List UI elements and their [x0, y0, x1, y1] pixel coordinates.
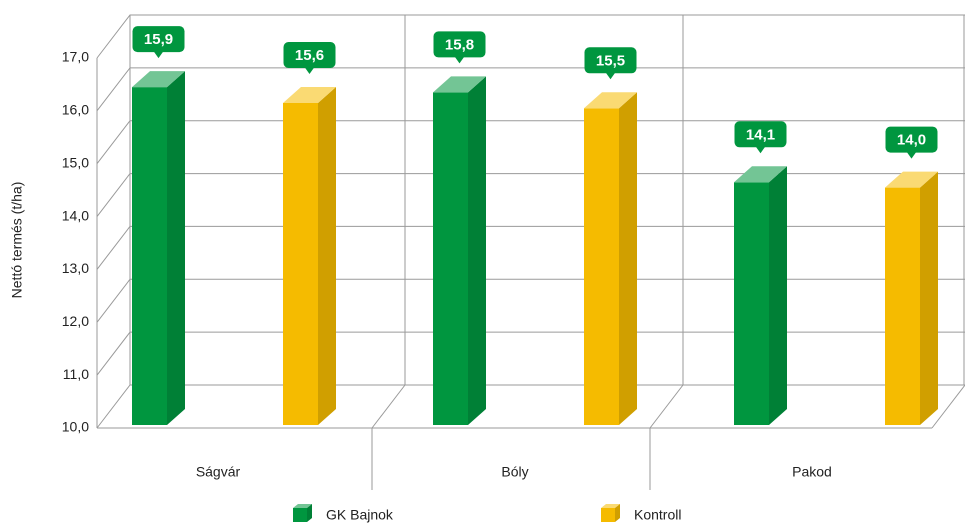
value-label-pointer — [153, 51, 164, 59]
bar-front — [584, 108, 619, 426]
legend-swatch-side — [307, 504, 312, 522]
bar-front — [132, 87, 167, 426]
y-tick-label: 17,0 — [62, 49, 89, 65]
y-axis-label: Nettó termés (t/ha) — [9, 182, 25, 299]
value-label-bg — [584, 47, 637, 74]
bar-side — [769, 166, 787, 426]
value-label-bg — [283, 42, 336, 68]
value-label: 15,5 — [596, 52, 625, 69]
value-label-bg — [433, 31, 486, 58]
bar-front — [433, 92, 468, 425]
legend-swatch — [293, 508, 307, 522]
grid-line — [96, 120, 965, 165]
value-label-pointer — [304, 67, 315, 74]
grid-line — [96, 14, 965, 59]
legend-label: Kontroll — [634, 507, 681, 523]
legend-swatch-top — [293, 504, 312, 508]
bar — [885, 171, 938, 425]
grid-line — [96, 225, 965, 270]
x-tick-label: Pakod — [792, 464, 832, 480]
value-label: 14,1 — [746, 126, 775, 143]
group-divider — [649, 384, 684, 429]
grid-line — [96, 331, 965, 376]
value-label-bg — [885, 126, 938, 153]
value-label: 15,8 — [445, 36, 474, 53]
y-tick-label: 13,0 — [62, 260, 89, 276]
bar-top — [885, 171, 938, 188]
value-label: 15,6 — [295, 47, 324, 64]
bar-top — [734, 166, 787, 183]
y-tick-label: 12,0 — [62, 313, 89, 329]
y-tick-label: 15,0 — [62, 154, 89, 170]
value-label: 14,0 — [897, 132, 926, 149]
y-tick-label: 16,0 — [62, 102, 89, 118]
value-label-pointer — [605, 72, 616, 80]
bar-side — [619, 92, 637, 426]
bar-side — [318, 87, 336, 425]
bar-top — [283, 87, 336, 103]
grid-line — [96, 278, 965, 323]
legend-swatch — [601, 508, 615, 522]
bar-front — [283, 103, 318, 425]
bar-side — [468, 76, 486, 425]
bar — [433, 76, 486, 425]
bar-side — [167, 71, 185, 426]
bar — [132, 71, 185, 426]
y-tick-label: 11,0 — [63, 366, 89, 382]
bar — [584, 92, 637, 426]
bar — [283, 87, 336, 425]
value-label-pointer — [454, 56, 465, 64]
bar-front — [885, 187, 920, 425]
grid-line — [96, 67, 965, 112]
value-label-bg — [132, 26, 185, 53]
bar-front — [734, 182, 769, 425]
bar-top — [584, 92, 637, 109]
value-label-pointer — [906, 151, 917, 159]
bar-top — [433, 76, 486, 93]
x-tick-label: Ságvár — [196, 464, 241, 480]
group-divider — [371, 384, 406, 429]
legend-label: GK Bajnok — [326, 507, 394, 523]
legend-swatch-top — [601, 504, 620, 508]
grid-line — [96, 173, 965, 217]
floor-edge — [931, 384, 965, 429]
value-label: 15,9 — [144, 31, 173, 48]
bar — [734, 166, 787, 426]
bar-top — [132, 71, 185, 88]
y-tick-label: 10,0 — [62, 419, 89, 435]
y-tick-label: 14,0 — [62, 207, 89, 223]
grid-line — [96, 384, 965, 429]
legend-swatch-side — [615, 504, 620, 522]
value-label-pointer — [755, 146, 766, 154]
bar-side — [920, 171, 938, 425]
x-tick-label: Bóly — [501, 464, 528, 480]
value-label-bg — [734, 121, 787, 148]
